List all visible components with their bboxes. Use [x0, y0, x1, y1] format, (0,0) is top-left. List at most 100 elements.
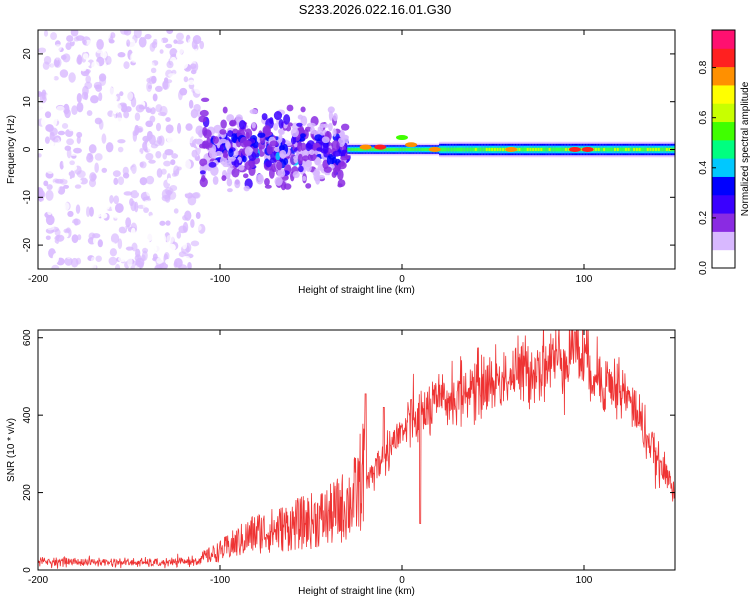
- spectrogram-cell: [175, 32, 184, 41]
- spectrogram-cell: [138, 36, 147, 48]
- ridge-hot: [603, 148, 606, 151]
- ridge-hot: [614, 148, 617, 151]
- spectrogram-cell: [190, 240, 200, 247]
- colorbar-swatch: [712, 194, 735, 214]
- spectrogram-cell: [46, 75, 55, 82]
- ridge-hot: [646, 148, 649, 151]
- spectrogram-cell: [108, 39, 115, 44]
- spectrogram-cell: [119, 91, 124, 97]
- spectrogram-cell: [107, 241, 116, 246]
- spectrogram-cell: [91, 107, 97, 116]
- spectrogram-cell: [117, 52, 126, 58]
- spectrogram-cell: [76, 55, 83, 65]
- spectrogram-cell: [331, 140, 340, 151]
- colorbar-swatch: [712, 176, 735, 196]
- spectrogram-cell: [38, 215, 44, 220]
- spectrogram-cell: [305, 183, 312, 189]
- ridge-peak: [428, 147, 441, 152]
- spectrogram-cell: [152, 182, 160, 191]
- spectrogram-cell: [142, 61, 149, 69]
- spectrogram-cell: [113, 195, 120, 205]
- spectrogram-cell: [192, 191, 201, 199]
- spectrogram-cell: [61, 123, 69, 129]
- colorbar-label: Normalized spectral amplitude: [740, 81, 750, 216]
- spectrogram-cell: [62, 82, 69, 90]
- ridge-hot: [594, 148, 597, 151]
- colorbar-swatch: [712, 84, 735, 104]
- spectrogram-cell: [130, 200, 137, 212]
- spectrogram-cell: [86, 206, 91, 218]
- ridge-hot: [485, 148, 488, 151]
- spectrogram-cell: [138, 104, 145, 110]
- spectrogram-cell: [129, 77, 138, 89]
- spectrogram-cell: [155, 122, 162, 132]
- spectrogram-cell: [58, 202, 66, 213]
- spectrogram-cell: [43, 30, 49, 37]
- spectrogram-cell: [56, 105, 65, 112]
- spectrogram-cell: [278, 133, 283, 144]
- spectrogram-cell: [125, 217, 132, 228]
- spectrogram-cell: [177, 47, 184, 55]
- spectrogram-cell: [182, 235, 188, 241]
- ridge-hot: [652, 148, 655, 151]
- spectrogram-cell: [66, 222, 76, 228]
- spectrogram-cell: [165, 258, 171, 265]
- ridge-hot: [493, 148, 496, 151]
- spectrogram-cell: [104, 182, 113, 187]
- x-tick-label: -100: [210, 274, 230, 285]
- spectrogram-cell: [227, 156, 237, 162]
- spectrogram-cell: [138, 49, 143, 56]
- spectrogram-cell: [176, 216, 181, 225]
- spectrogram-cell: [158, 58, 166, 64]
- ridge-peak: [581, 147, 594, 152]
- spectrogram-cell: [194, 84, 203, 94]
- spectrogram-cell: [273, 111, 283, 121]
- spectrogram-cell: [135, 257, 145, 268]
- spectrogram-cell: [119, 30, 129, 35]
- spectrogram-cell: [66, 148, 72, 159]
- spectrogram-cell: [195, 211, 201, 220]
- y-tick-label: 20: [22, 48, 33, 60]
- spectrogram-cell: [125, 128, 133, 139]
- spectrogram-cell: [74, 179, 82, 184]
- spectrogram-cell: [166, 234, 175, 245]
- spectrogram-cell: [55, 49, 61, 58]
- spectrogram-cell: [305, 159, 313, 167]
- spectrogram-cell: [55, 247, 64, 254]
- spectrogram-cell: [168, 73, 177, 78]
- spectrogram-cell: [63, 174, 71, 180]
- spectrogram-cell: [125, 91, 134, 101]
- spectrogram-cell: [156, 168, 163, 178]
- spectrogram-cell: [249, 108, 258, 115]
- x-tick-label: -100: [210, 575, 230, 586]
- spectrogram-cell: [219, 138, 227, 144]
- ridge-hot: [488, 148, 491, 151]
- spectrogram-cell: [133, 30, 142, 39]
- spectrogram-cell: [50, 32, 58, 40]
- spectrogram-cell: [101, 133, 107, 144]
- spectrogram-cell: [98, 102, 105, 110]
- spectrogram-cell: [75, 35, 85, 41]
- spectrogram-cell: [93, 30, 99, 39]
- spectrogram-cell: [131, 163, 137, 175]
- spectrogram-cell: [234, 179, 241, 189]
- spectrogram-cell: [279, 149, 287, 159]
- spectrogram-cell: [98, 92, 103, 102]
- spectrogram-cell: [105, 55, 112, 65]
- spectrogram-cell: [229, 119, 237, 127]
- spectrogram-cell: [145, 175, 155, 185]
- spectrogram-cell: [113, 212, 119, 219]
- spectrogram-cell: [150, 143, 158, 149]
- spectrogram-cell: [255, 173, 264, 185]
- spectrogram-cell: [177, 122, 182, 134]
- spectrogram-cell: [163, 160, 171, 167]
- spectrogram-cell: [154, 215, 164, 221]
- spectrogram-cell: [296, 122, 303, 127]
- spectrogram-cell: [337, 161, 347, 170]
- spectrogram-cell: [157, 111, 167, 117]
- spectrogram-cell: [170, 159, 176, 166]
- spectrogram-cell: [88, 178, 97, 188]
- spectrogram-cell: [331, 170, 337, 178]
- y-tick-label: 400: [22, 406, 33, 423]
